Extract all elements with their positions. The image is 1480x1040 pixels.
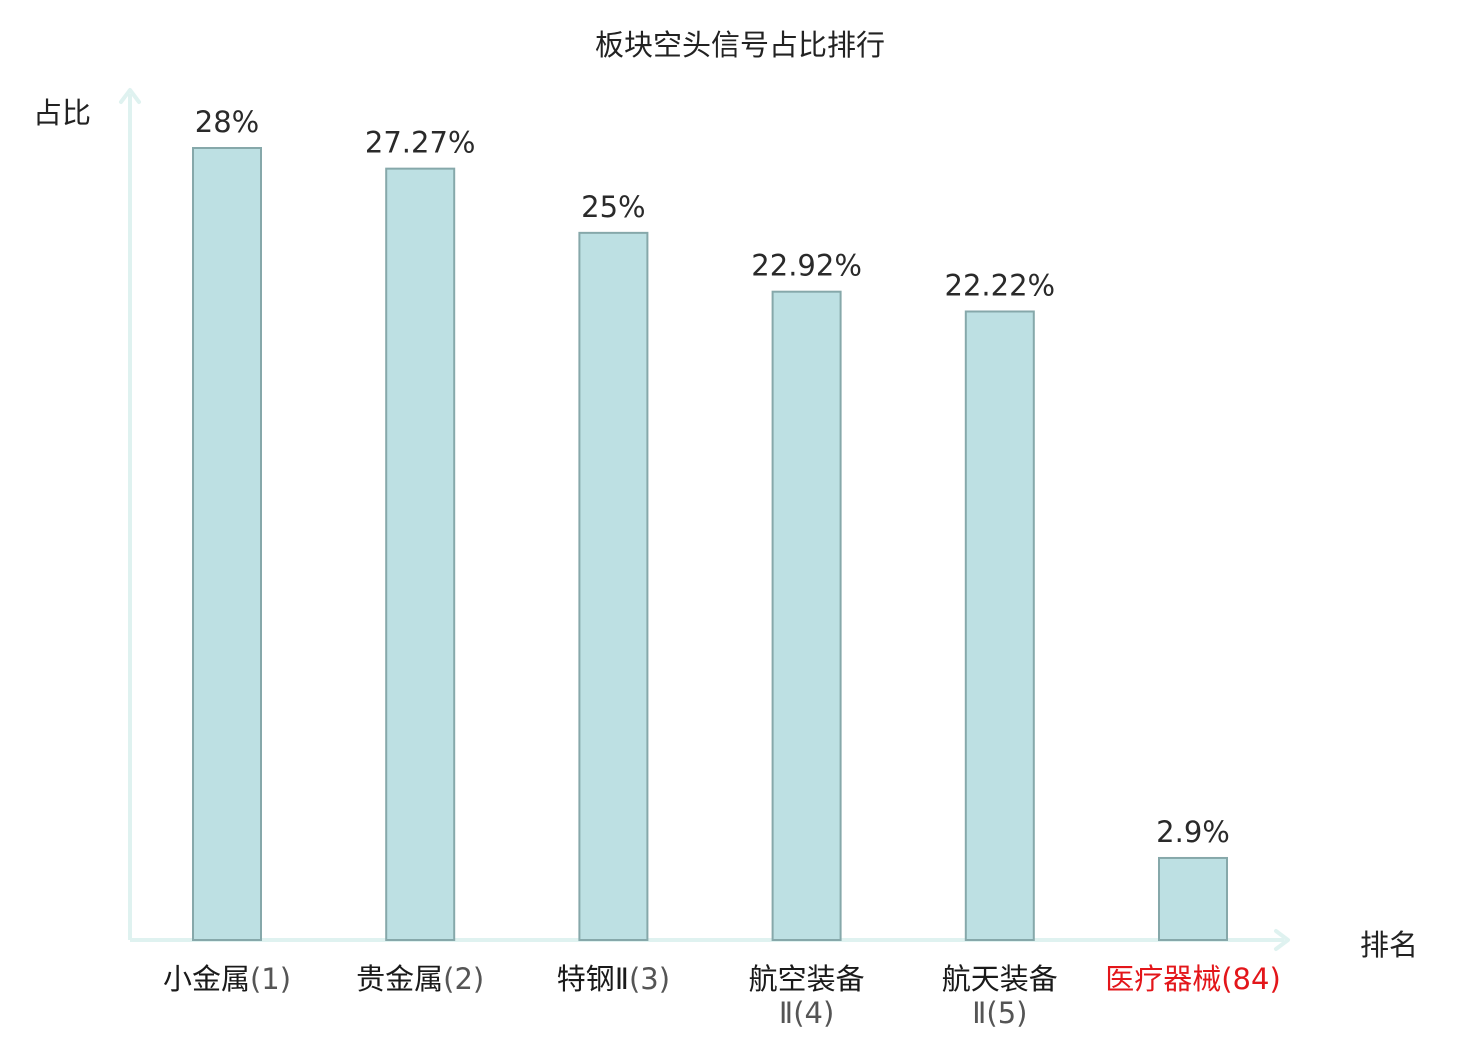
category-label-3: 特钢Ⅱ(3)	[523, 962, 703, 996]
category-name: 航空装备	[748, 962, 865, 996]
bars	[192, 147, 1228, 942]
value-label-1: 28%	[195, 105, 259, 139]
x-axis-label: 排名	[1360, 928, 1419, 962]
y-axis-label: 占比	[33, 96, 92, 130]
category-name: 航天装备	[941, 962, 1058, 996]
value-label-4: 22.92%	[751, 249, 862, 283]
category-label-4: 航空装备 Ⅱ(4)	[717, 962, 897, 1030]
category-roman: Ⅱ	[778, 996, 794, 1030]
category-line: 特钢Ⅱ(3)	[523, 962, 703, 996]
bar-6	[1158, 856, 1228, 942]
bar-3	[578, 231, 649, 942]
category-name: 贵金属	[356, 962, 444, 996]
x-axis-arrow	[1274, 929, 1290, 951]
category-line: 医疗器械(84)	[1103, 962, 1283, 996]
category-name-suffix: Ⅱ(5)	[910, 996, 1090, 1030]
category-label-6: 医疗器械(84)	[1103, 962, 1283, 996]
category-line: 小金属(1)	[137, 962, 317, 996]
bar-4	[771, 290, 842, 942]
chart-title: 板块空头信号占比排行	[594, 28, 885, 62]
category-rank: (84)	[1221, 962, 1281, 996]
axes	[119, 88, 1290, 951]
value-label-6: 2.9%	[1156, 815, 1230, 849]
category-name: 小金属	[162, 962, 250, 996]
category-rank: (2)	[443, 962, 485, 996]
category-rank: (4)	[793, 996, 835, 1030]
category-rank: (1)	[249, 962, 292, 996]
category-label-1: 小金属(1)	[137, 962, 317, 996]
bar-1	[192, 147, 262, 941]
bar-2	[385, 167, 456, 942]
category-label-5: 航天装备 Ⅱ(5)	[910, 962, 1090, 1030]
value-labels: 28% 27.27% 25% 22.92% 22.22% 2.9%	[195, 105, 1230, 849]
category-name-suffix: Ⅱ(4)	[717, 996, 897, 1030]
category-label-2: 贵金属(2)	[330, 962, 510, 996]
category-roman: Ⅱ	[972, 996, 987, 1030]
bar-5	[964, 310, 1035, 941]
value-label-5: 22.22%	[945, 268, 1056, 302]
value-label-2: 27.27%	[365, 126, 476, 160]
category-name: 医疗器械	[1105, 962, 1222, 996]
category-rank: (3)	[628, 962, 671, 996]
category-line: 贵金属(2)	[330, 962, 510, 996]
value-label-3: 25%	[581, 190, 645, 224]
category-rank: (5)	[986, 996, 1028, 1030]
y-axis-arrow	[119, 88, 141, 104]
category-name: 特钢Ⅱ	[556, 962, 629, 996]
